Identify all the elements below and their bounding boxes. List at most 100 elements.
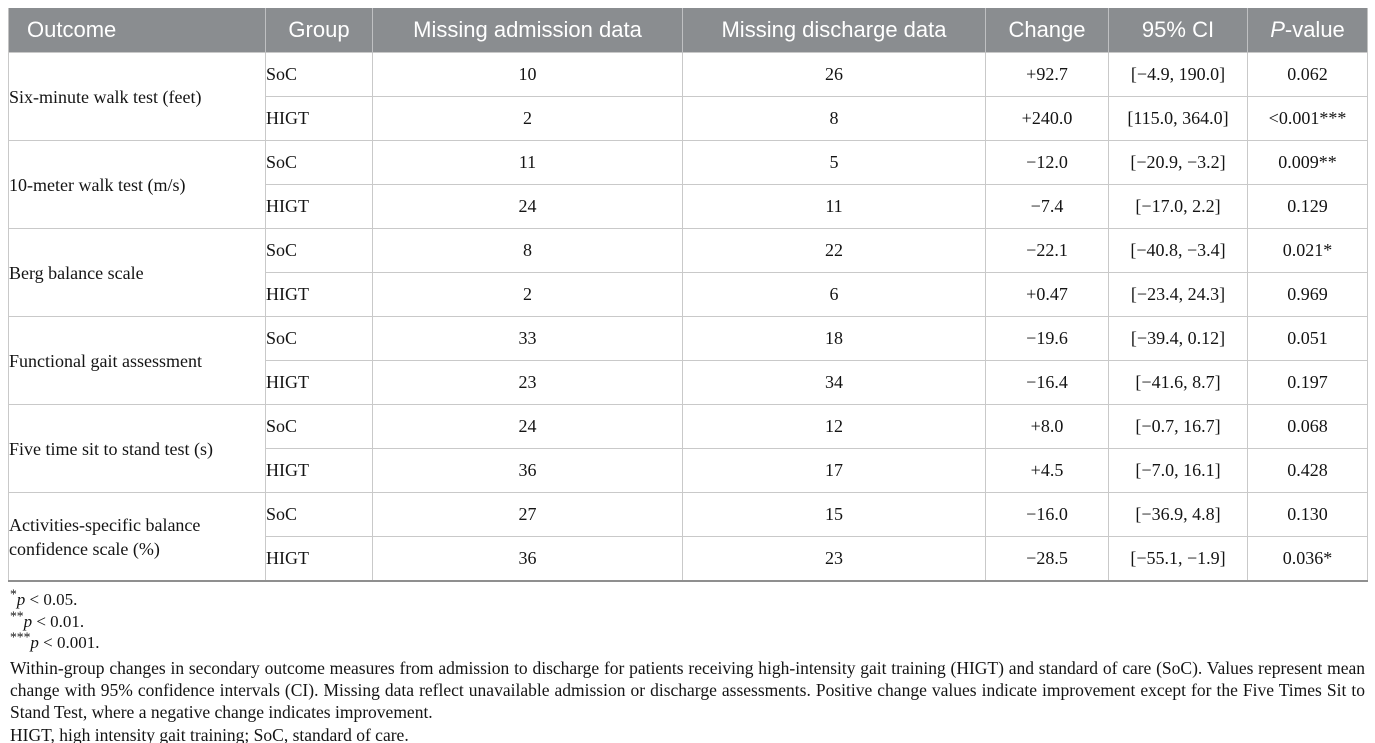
- group-cell: HIGT: [265, 448, 373, 493]
- table-row: HIGT 23 34 −16.4 [−41.6, 8.7] 0.197: [9, 360, 1368, 405]
- missing-admission-cell: 2: [372, 272, 683, 317]
- change-cell: +4.5: [985, 448, 1109, 493]
- missing-discharge-cell: 26: [682, 52, 986, 97]
- table-row: 10-meter walk test (m/s) SoC 11 5 −12.0 …: [8, 140, 1368, 229]
- ci-cell: [−41.6, 8.7]: [1108, 360, 1248, 405]
- header-ci: 95% CI: [1108, 8, 1248, 53]
- header-missing-discharge: Missing discharge data: [682, 8, 986, 53]
- outcome-cell: Six-minute walk test (feet): [8, 52, 266, 141]
- missing-discharge-cell: 34: [682, 360, 986, 405]
- table-row: Six-minute walk test (feet) SoC 10 26 +9…: [8, 52, 1368, 141]
- missing-admission-cell: 24: [372, 184, 683, 229]
- group-cell: SoC: [265, 316, 373, 361]
- change-cell: +8.0: [985, 404, 1109, 449]
- missing-admission-cell: 2: [372, 96, 683, 141]
- group-cell: HIGT: [265, 184, 373, 229]
- p-value-cell: 0.009**: [1247, 140, 1368, 185]
- table-row: HIGT 24 11 −7.4 [−17.0, 2.2] 0.129: [9, 184, 1368, 229]
- ci-cell: [115.0, 364.0]: [1108, 96, 1248, 141]
- ci-cell: [−4.9, 190.0]: [1108, 52, 1248, 97]
- change-cell: −19.6: [985, 316, 1109, 361]
- missing-admission-cell: 8: [372, 228, 683, 273]
- change-cell: −22.1: [985, 228, 1109, 273]
- p-value-cell: 0.197: [1247, 360, 1368, 405]
- missing-admission-cell: 11: [372, 140, 683, 185]
- missing-discharge-cell: 23: [682, 536, 986, 582]
- abbreviations-note: HIGT, high intensity gait training; SoC,…: [10, 724, 409, 743]
- missing-admission-cell: 23: [372, 360, 683, 405]
- table-row: HIGT 2 6 +0.47 [−23.4, 24.3] 0.969: [9, 272, 1368, 317]
- change-cell: −28.5: [985, 536, 1109, 582]
- change-cell: −16.0: [985, 492, 1109, 537]
- table-header-row: Outcome Group Missing admission data Mis…: [8, 8, 1368, 53]
- missing-discharge-cell: 17: [682, 448, 986, 493]
- p-value-cell: 0.969: [1247, 272, 1368, 317]
- group-cell: HIGT: [265, 96, 373, 141]
- change-cell: +0.47: [985, 272, 1109, 317]
- missing-admission-cell: 27: [372, 492, 683, 537]
- missing-discharge-cell: 12: [682, 404, 986, 449]
- table-row: Five time sit to stand test (s) SoC 24 1…: [8, 404, 1368, 493]
- change-cell: −12.0: [985, 140, 1109, 185]
- header-change: Change: [985, 8, 1109, 53]
- p-value-cell: <0.001***: [1247, 96, 1368, 141]
- ci-cell: [−39.4, 0.12]: [1108, 316, 1248, 361]
- change-cell: +240.0: [985, 96, 1109, 141]
- outcome-cell: 10-meter walk test (m/s): [8, 140, 266, 229]
- group-cell: SoC: [265, 228, 373, 273]
- group-cell: SoC: [265, 404, 373, 449]
- group-cell: HIGT: [265, 536, 373, 582]
- group-cell: SoC: [265, 492, 373, 537]
- header-p-italic: P: [1270, 17, 1285, 42]
- missing-discharge-cell: 18: [682, 316, 986, 361]
- group-cell: HIGT: [265, 360, 373, 405]
- ci-cell: [−0.7, 16.7]: [1108, 404, 1248, 449]
- footnotes: *p < 0.05. **p < 0.01. ***p < 0.001. Wit…: [8, 582, 1367, 743]
- outcome-cell: Berg balance scale: [8, 228, 266, 317]
- header-missing-admission: Missing admission data: [372, 8, 683, 53]
- change-cell: −16.4: [985, 360, 1109, 405]
- outcome-cell: Activities-specific balance confidence s…: [8, 492, 266, 582]
- p-symbol: p: [23, 611, 33, 631]
- header-p-rest: -value: [1284, 17, 1345, 42]
- significance-note-1: *p < 0.05.: [10, 586, 1365, 611]
- p-value-cell: 0.428: [1247, 448, 1368, 493]
- missing-discharge-cell: 8: [682, 96, 986, 141]
- p-value-cell: 0.062: [1247, 52, 1368, 97]
- missing-admission-cell: 33: [372, 316, 683, 361]
- ci-cell: [−20.9, −3.2]: [1108, 140, 1248, 185]
- outcome-cell: Five time sit to stand test (s): [8, 404, 266, 493]
- ci-cell: [−7.0, 16.1]: [1108, 448, 1248, 493]
- missing-discharge-cell: 15: [682, 492, 986, 537]
- p-value-cell: 0.068: [1247, 404, 1368, 449]
- change-cell: −7.4: [985, 184, 1109, 229]
- header-p-value: P-value: [1247, 8, 1368, 53]
- missing-discharge-cell: 6: [682, 272, 986, 317]
- outcome-cell: Functional gait assessment: [8, 316, 266, 405]
- table-description: Within-group changes in secondary outcom…: [10, 657, 1365, 723]
- table-row: HIGT 36 17 +4.5 [−7.0, 16.1] 0.428: [9, 448, 1368, 493]
- ci-cell: [−55.1, −1.9]: [1108, 536, 1248, 582]
- significance-note-2: **p < 0.01.: [10, 609, 1365, 633]
- p-value-cell: 0.130: [1247, 492, 1368, 537]
- group-cell: SoC: [265, 52, 373, 97]
- group-cell: SoC: [265, 140, 373, 185]
- p-value-cell: 0.021*: [1247, 228, 1368, 273]
- asterisk-marker: *: [10, 586, 17, 602]
- p-value-cell: 0.129: [1247, 184, 1368, 229]
- p-value-cell: 0.051: [1247, 316, 1368, 361]
- group-cell: HIGT: [265, 272, 373, 317]
- threshold-text: < 0.01.: [32, 611, 85, 631]
- table-row: HIGT 2 8 +240.0 [115.0, 364.0] <0.001***: [9, 96, 1368, 141]
- table-row: HIGT 36 23 −28.5 [−55.1, −1.9] 0.036*: [9, 536, 1368, 582]
- missing-admission-cell: 24: [372, 404, 683, 449]
- threshold-text: < 0.05.: [25, 590, 78, 609]
- asterisk-marker: ***: [10, 629, 31, 645]
- ci-cell: [−17.0, 2.2]: [1108, 184, 1248, 229]
- outcomes-table: Outcome Group Missing admission data Mis…: [8, 8, 1368, 582]
- header-group: Group: [265, 8, 373, 53]
- missing-discharge-cell: 5: [682, 140, 986, 185]
- missing-discharge-cell: 11: [682, 184, 986, 229]
- change-cell: +92.7: [985, 52, 1109, 97]
